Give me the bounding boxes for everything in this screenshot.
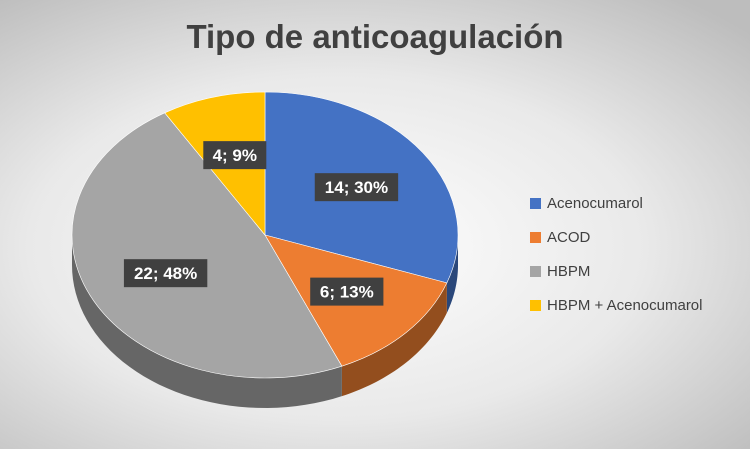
legend-swatch — [530, 197, 541, 209]
legend-swatch — [530, 299, 541, 311]
data-label-text: 22; 48% — [134, 264, 197, 283]
data-label-hbpm: 22; 48% — [123, 259, 208, 288]
legend-swatch — [530, 265, 541, 277]
legend-label: HBPM + Acenocumarol — [547, 296, 703, 314]
pie-side-hbpm — [72, 235, 342, 408]
legend-item-acod[interactable]: ACOD — [530, 220, 730, 254]
pie-sides — [72, 235, 458, 408]
data-label-acod: 6; 13% — [310, 277, 384, 306]
pie-side-acenocumarol — [446, 235, 458, 313]
legend-item-hbpm-acenocumarol[interactable]: HBPM + Acenocumarol — [530, 288, 730, 322]
data-label-box — [203, 141, 267, 170]
data-label-acenocumarol: 14; 30% — [314, 173, 399, 202]
legend-item-hbpm[interactable]: HBPM — [530, 254, 730, 288]
pie-slice-hbpm[interactable] — [71, 112, 343, 379]
data-label-hbpm-acenocumarol: 4; 9% — [203, 141, 267, 170]
legend-swatch — [530, 231, 541, 243]
legend-label: Acenocumarol — [547, 194, 643, 212]
data-label-box — [123, 259, 208, 288]
data-label-text: 14; 30% — [325, 178, 388, 197]
legend-item-acenocumarol[interactable]: Acenocumarol — [530, 186, 730, 220]
pie-side-acod — [341, 282, 447, 397]
legend-label: HBPM — [547, 262, 591, 280]
legend: Acenocumarol ACOD HBPM HBPM + Acenocumar… — [530, 186, 730, 322]
data-label-text: 6; 13% — [320, 283, 374, 302]
chart-title: Tipo de anticoagulación — [186, 18, 564, 55]
data-label-box — [310, 277, 384, 306]
pie-data-labels: 14; 30% 6; 13% 22; 48% 4; 9% — [123, 141, 399, 306]
legend-label: ACOD — [547, 228, 591, 246]
data-label-text: 4; 9% — [213, 146, 257, 165]
data-label-box — [314, 173, 399, 202]
pie-slices — [71, 91, 459, 379]
